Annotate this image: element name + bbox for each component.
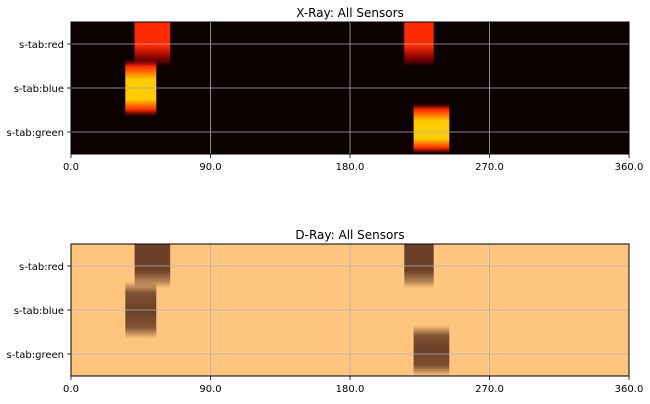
y-tick-label: s-tab:green xyxy=(7,128,64,139)
y-axis: s-tab:red s-tab:blue s-tab:green xyxy=(7,262,64,361)
x-axis: 0.0 90.0 180.0 270.0 360.0 xyxy=(63,162,643,173)
plot-frame xyxy=(70,243,630,377)
y-tick-label: s-tab:red xyxy=(19,262,64,273)
xray-chart: X-Ray: All Sensors s-tab:red s-tab:blue … xyxy=(7,6,644,173)
x-axis: 0.0 90.0 180.0 270.0 360.0 xyxy=(63,384,643,395)
x-tick-label: 180.0 xyxy=(336,162,365,173)
chart-title: D-Ray: All Sensors xyxy=(295,228,404,242)
y-tick-label: s-tab:blue xyxy=(14,84,64,95)
x-tick-label: 180.0 xyxy=(336,384,365,395)
plot-frame xyxy=(70,21,630,155)
y-tick-label: s-tab:red xyxy=(19,40,64,51)
heatmap-cell xyxy=(413,325,450,376)
x-tick-label: 0.0 xyxy=(63,162,79,173)
y-axis: s-tab:red s-tab:blue s-tab:green xyxy=(7,40,64,139)
x-tick-label: 360.0 xyxy=(615,384,644,395)
x-tick-label: 270.0 xyxy=(475,384,504,395)
dray-chart: D-Ray: All Sensors s-tab:red s-tab:blue … xyxy=(7,228,644,395)
x-tick-label: 90.0 xyxy=(199,162,221,173)
y-tick-label: s-tab:green xyxy=(7,350,64,361)
heatmap-cell xyxy=(413,103,450,154)
chart-title: X-Ray: All Sensors xyxy=(296,6,404,20)
x-tick-label: 360.0 xyxy=(615,162,644,173)
y-tick-label: s-tab:blue xyxy=(14,306,64,317)
x-tick-label: 90.0 xyxy=(199,384,221,395)
x-tick-label: 0.0 xyxy=(63,384,79,395)
x-tick-label: 270.0 xyxy=(475,162,504,173)
